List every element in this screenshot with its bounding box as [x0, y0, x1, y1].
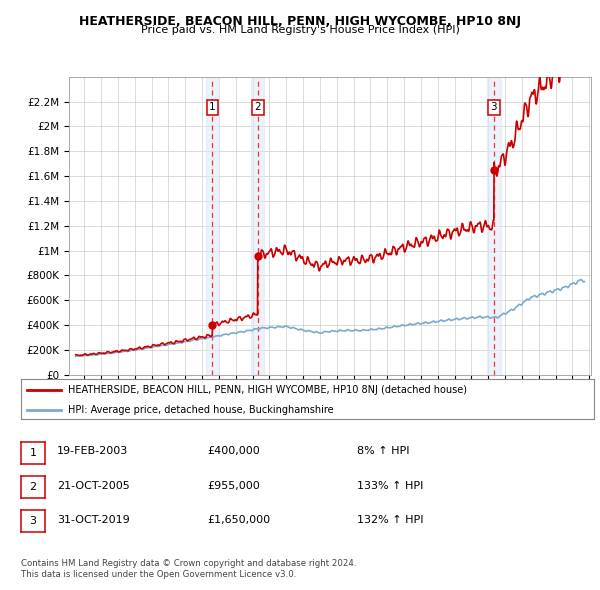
- Text: This data is licensed under the Open Government Licence v3.0.: This data is licensed under the Open Gov…: [21, 571, 296, 579]
- Text: 1: 1: [29, 448, 37, 458]
- Text: £955,000: £955,000: [207, 481, 260, 490]
- Text: 132% ↑ HPI: 132% ↑ HPI: [357, 515, 424, 525]
- Text: 1: 1: [209, 102, 216, 112]
- Text: £1,650,000: £1,650,000: [207, 515, 270, 525]
- Bar: [251, 77, 265, 375]
- Text: Price paid vs. HM Land Registry's House Price Index (HPI): Price paid vs. HM Land Registry's House …: [140, 25, 460, 35]
- Text: HEATHERSIDE, BEACON HILL, PENN, HIGH WYCOMBE, HP10 8NJ: HEATHERSIDE, BEACON HILL, PENN, HIGH WYC…: [79, 15, 521, 28]
- Text: 3: 3: [29, 516, 37, 526]
- Text: 8% ↑ HPI: 8% ↑ HPI: [357, 447, 410, 456]
- Text: £400,000: £400,000: [207, 447, 260, 456]
- Bar: [206, 77, 219, 375]
- Text: 3: 3: [491, 102, 497, 112]
- Text: HEATHERSIDE, BEACON HILL, PENN, HIGH WYCOMBE, HP10 8NJ (detached house): HEATHERSIDE, BEACON HILL, PENN, HIGH WYC…: [68, 385, 467, 395]
- Text: 21-OCT-2005: 21-OCT-2005: [57, 481, 130, 490]
- Text: 133% ↑ HPI: 133% ↑ HPI: [357, 481, 424, 490]
- Text: 2: 2: [254, 102, 261, 112]
- Text: 31-OCT-2019: 31-OCT-2019: [57, 515, 130, 525]
- Bar: [487, 77, 500, 375]
- Text: HPI: Average price, detached house, Buckinghamshire: HPI: Average price, detached house, Buck…: [68, 405, 334, 415]
- Text: 19-FEB-2003: 19-FEB-2003: [57, 447, 128, 456]
- Text: Contains HM Land Registry data © Crown copyright and database right 2024.: Contains HM Land Registry data © Crown c…: [21, 559, 356, 568]
- Text: 2: 2: [29, 482, 37, 492]
